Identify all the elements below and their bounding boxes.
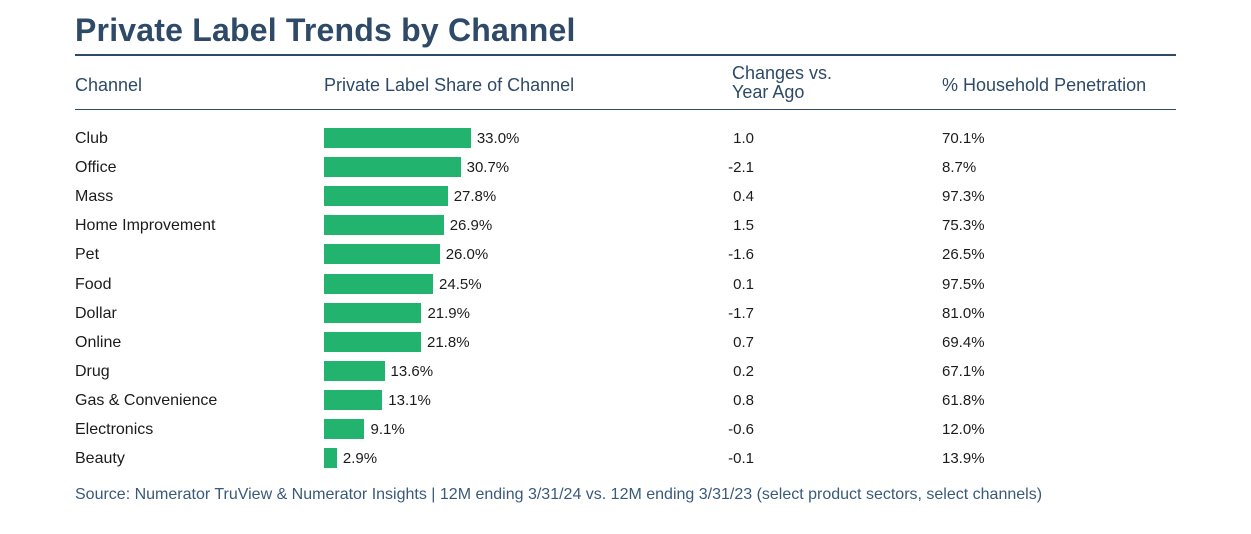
channel-name: Beauty (75, 450, 125, 468)
penetration-value: 69.4% (942, 333, 985, 351)
change-value: 0.2 (733, 362, 754, 380)
share-value: 13.1% (388, 391, 431, 409)
penetration-value: 61.8% (942, 391, 985, 409)
channel-name: Electronics (75, 421, 154, 438)
share-bar (324, 448, 337, 469)
table-row: Gas & Convenience 13.1% 0.8 61.8% (0, 386, 1251, 415)
header-penetration: % Household Penetration (942, 75, 1147, 95)
share-value: 21.9% (427, 304, 470, 322)
channel-name: Pet (75, 246, 100, 264)
channel-name: Gas & Convenience (75, 391, 218, 409)
channel-name: Mass (75, 188, 114, 206)
header-change: Changes vs. Year Ago (732, 64, 832, 102)
change-value: 1.0 (733, 130, 754, 147)
channel-name: Club (75, 130, 108, 147)
share-value: 2.9% (342, 450, 378, 468)
table-row: Mass 27.8% 0.4 97.3% (0, 182, 1251, 211)
share-bar (324, 302, 422, 323)
change-value: 0.7 (733, 333, 754, 351)
table-row: Dollar 21.9% -1.7 81.0% (0, 299, 1251, 328)
change-value: 0.1 (733, 275, 754, 293)
penetration-value: 81.0% (942, 304, 985, 322)
penetration-value: 97.3% (942, 188, 985, 206)
header-channel: Channel (75, 75, 143, 95)
share-bar (324, 273, 434, 294)
penetration-value: 13.9% (942, 450, 985, 468)
share-value: 24.5% (439, 275, 482, 293)
penetration-value: 67.1% (942, 362, 985, 380)
channel-name: Home Improvement (75, 217, 216, 235)
share-value: 27.8% (453, 188, 497, 206)
share-value: 9.1% (370, 421, 405, 438)
channel-name: Drug (75, 362, 110, 380)
penetration-value: 8.7% (942, 159, 977, 177)
share-bar (324, 331, 421, 352)
share-bar (324, 215, 444, 236)
share-bar (324, 244, 440, 265)
change-value: -1.7 (728, 304, 754, 322)
change-value: -0.6 (728, 421, 754, 438)
channel-name: Food (75, 275, 112, 293)
change-value: -2.1 (728, 159, 754, 177)
share-bar (324, 186, 448, 207)
change-value: 0.8 (733, 391, 754, 409)
channel-name: Online (75, 333, 122, 351)
change-value: -1.6 (728, 246, 754, 264)
header-share: Private Label Share of Channel (324, 75, 575, 95)
share-bar (324, 128, 471, 148)
share-value: 26.9% (449, 217, 493, 235)
penetration-value: 75.3% (942, 217, 985, 235)
table-row: Electronics 9.1% -0.6 12.0% (0, 415, 1251, 444)
chart-title: Private Label Trends by Channel (75, 12, 576, 48)
table-row: Office 30.7% -2.1 8.7% (0, 153, 1251, 182)
share-value: 13.6% (390, 362, 434, 380)
table-row: Food 24.5% 0.1 97.5% (0, 270, 1251, 299)
channel-name: Dollar (75, 304, 117, 322)
penetration-value: 70.1% (942, 130, 985, 147)
table-row: Drug 13.6% 0.2 67.1% (0, 357, 1251, 386)
header-divider (75, 109, 1176, 110)
source-note: Source: Numerator TruView & Numerator In… (75, 486, 1043, 503)
share-bar (324, 157, 461, 178)
share-value: 33.0% (476, 130, 520, 147)
share-bar (324, 389, 383, 410)
penetration-value: 97.5% (942, 275, 985, 293)
share-value: 21.8% (427, 333, 470, 351)
change-value: 1.5 (733, 217, 754, 235)
table-row: Home Improvement 26.9% 1.5 75.3% (0, 211, 1251, 240)
share-value: 26.0% (445, 246, 489, 264)
table-row: Online 21.8% 0.7 69.4% (0, 328, 1251, 357)
header-change-line2: Year Ago (732, 82, 805, 102)
change-value: 0.4 (733, 188, 754, 206)
title-divider (75, 54, 1176, 56)
channel-name: Office (75, 159, 117, 177)
share-value: 30.7% (466, 159, 510, 177)
change-value: -0.1 (728, 450, 754, 468)
penetration-value: 12.0% (942, 421, 985, 438)
table-row: Beauty 2.9% -0.1 13.9% (0, 444, 1251, 473)
table-row: Pet 26.0% -1.6 26.5% (0, 240, 1251, 269)
share-bar (324, 360, 385, 381)
share-bar (324, 419, 365, 439)
penetration-value: 26.5% (942, 246, 985, 264)
table-row: Club 33.0% 1.0 70.1% (0, 124, 1251, 153)
header-change-line1: Changes vs. (732, 63, 833, 83)
